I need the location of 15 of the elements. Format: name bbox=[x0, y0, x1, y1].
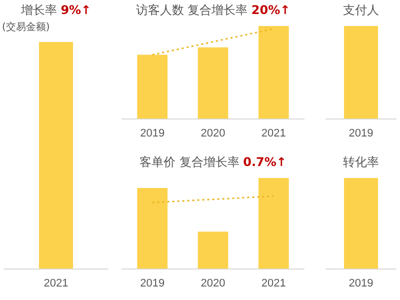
x-tick-label: 2019 bbox=[140, 277, 165, 290]
x-tick-label: 2021 bbox=[261, 127, 286, 140]
chart-title: 增长率 9%↑ bbox=[20, 2, 92, 19]
x-tick-label: 2019 bbox=[348, 277, 374, 290]
x-tick-label: 2020 bbox=[200, 127, 226, 140]
chart-subtitle: (交易金额) bbox=[1, 20, 51, 35]
chart-title: 支付人 bbox=[342, 2, 380, 19]
x-tick-label: 2021 bbox=[44, 277, 68, 290]
x-tick-label: 2019 bbox=[348, 127, 374, 140]
chart-title: 转化率 bbox=[342, 154, 380, 171]
x-tick-label: 2020 bbox=[200, 277, 226, 290]
chart-title: 客单价 复合增长率 0.7%↑ bbox=[138, 154, 288, 171]
x-tick-label: 2021 bbox=[261, 277, 286, 290]
x-tick-label: 2019 bbox=[140, 127, 165, 140]
chart-title: 访客人数 复合增长率 20%↑ bbox=[134, 2, 292, 19]
